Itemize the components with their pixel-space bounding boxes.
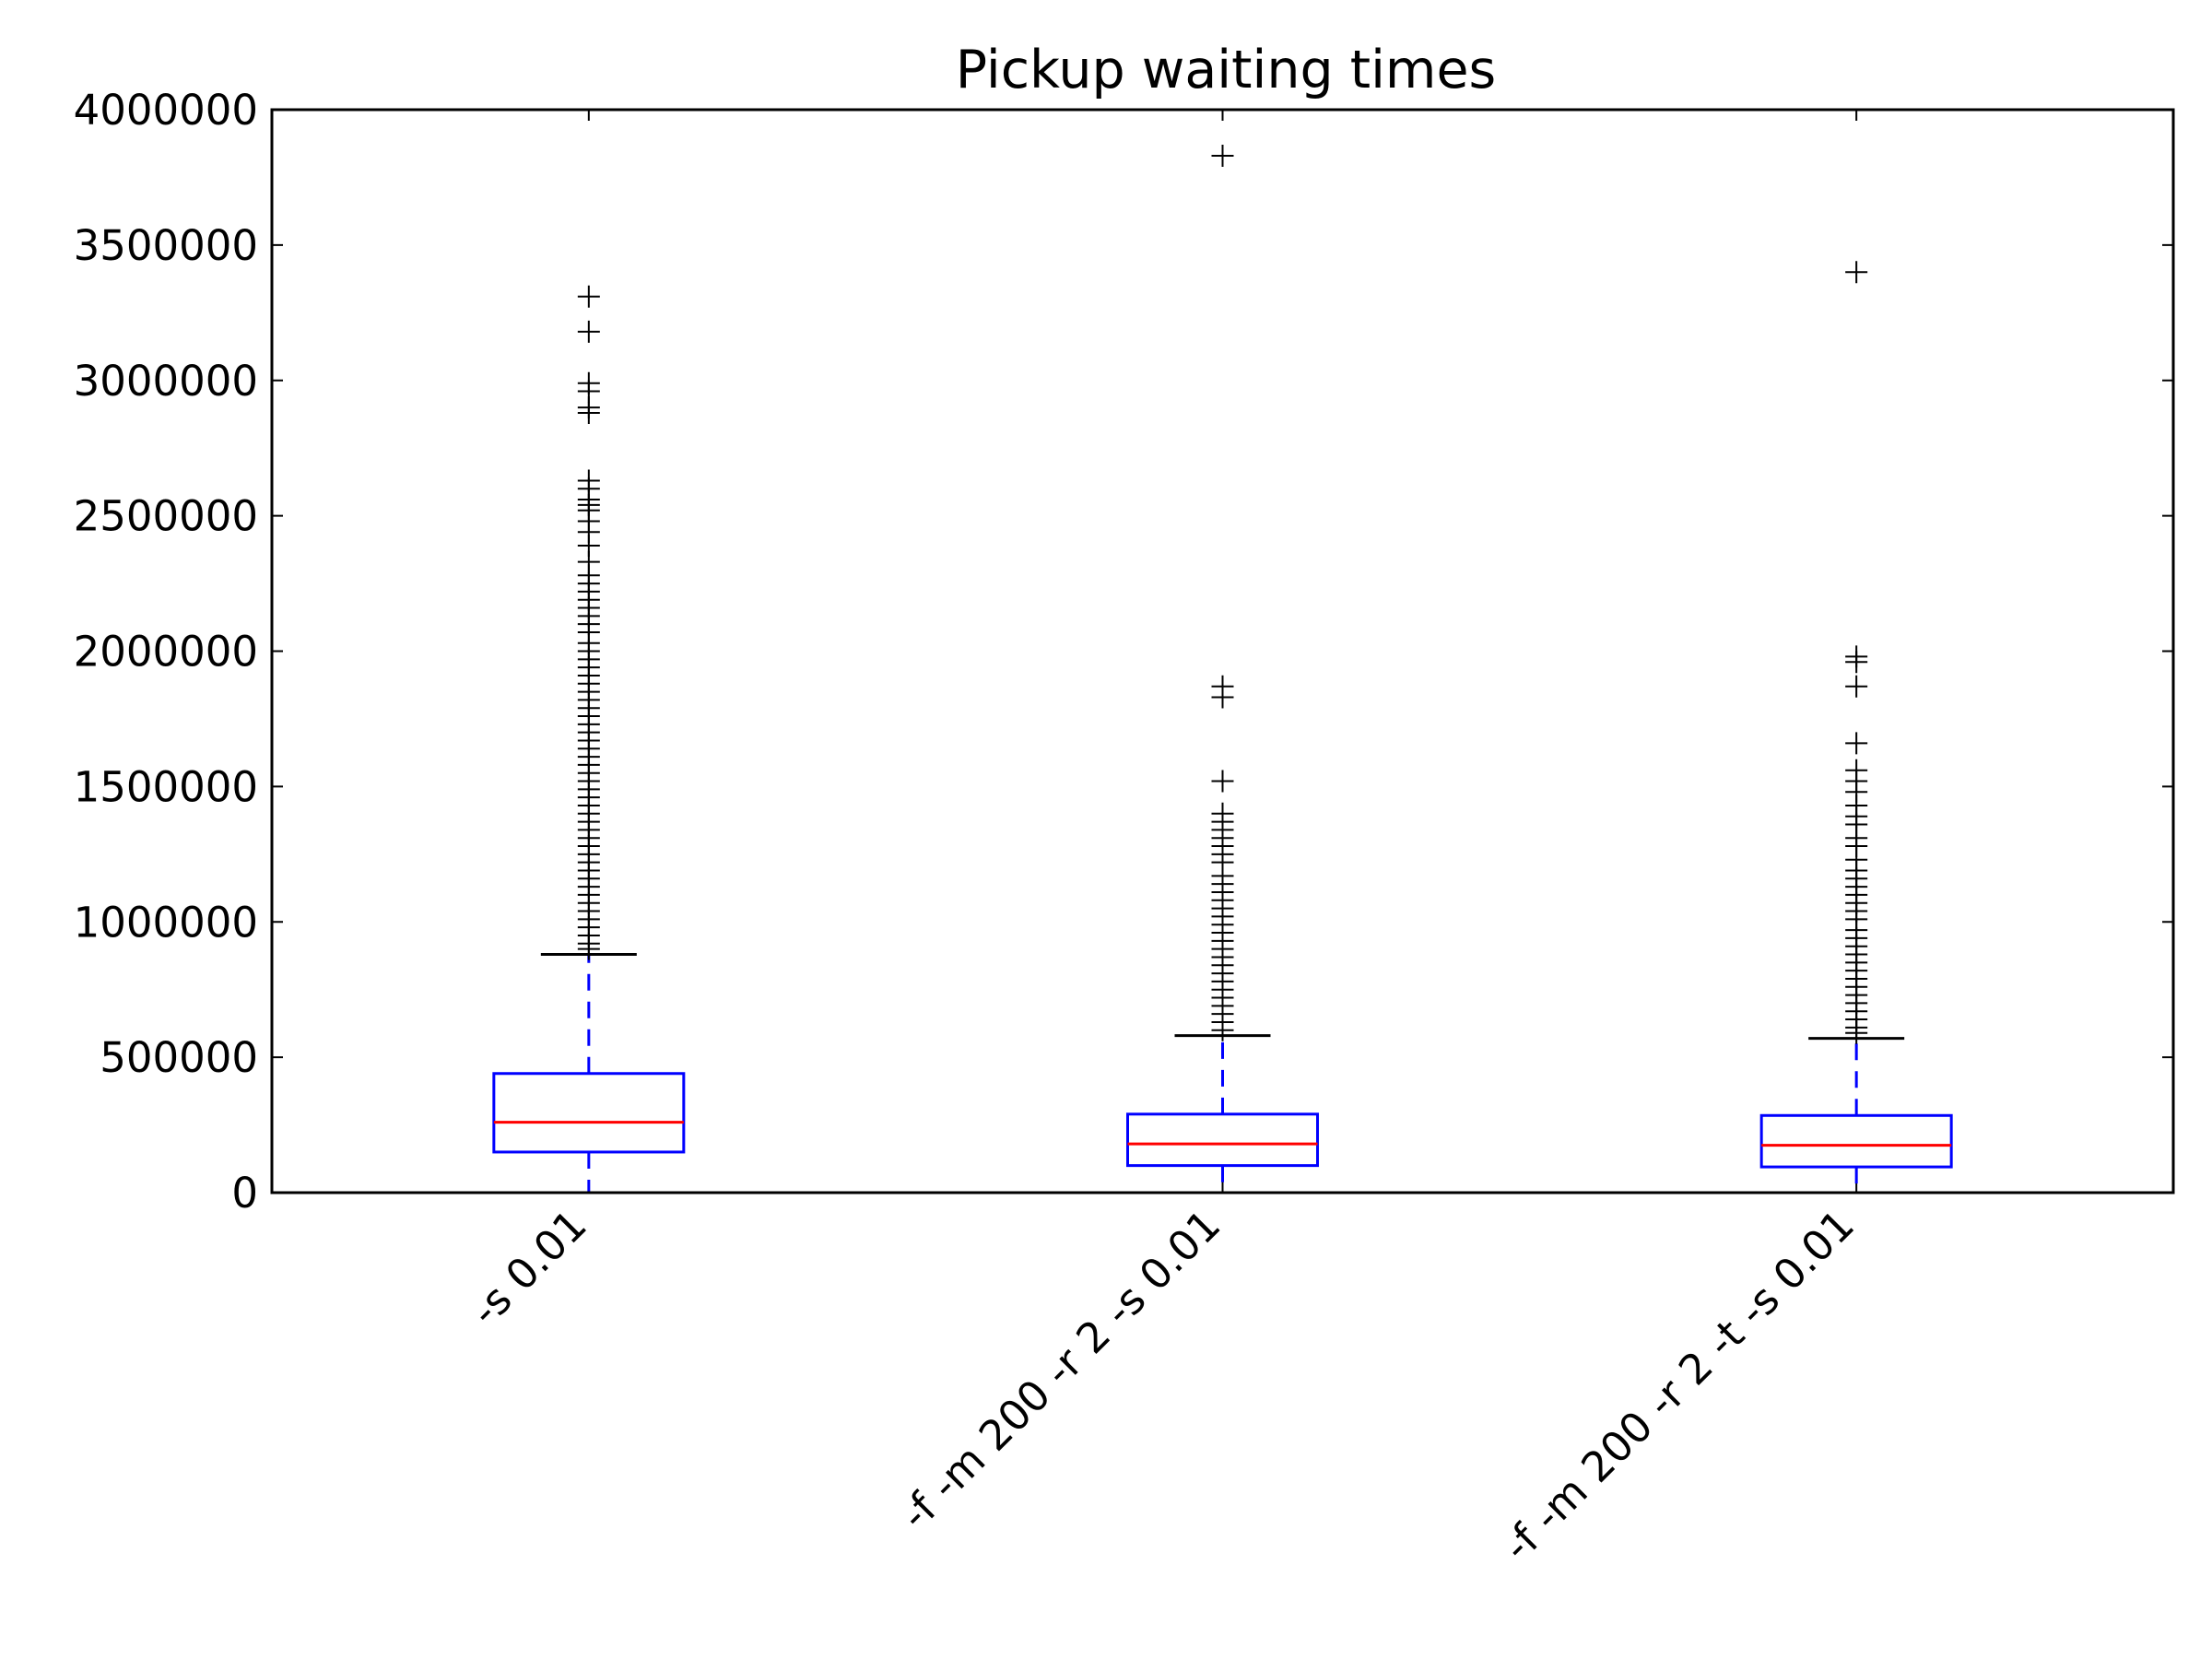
outlier-marker <box>1845 651 1868 674</box>
outlier-marker <box>1845 732 1868 755</box>
y-tick-label: 0 <box>231 1169 258 1218</box>
outlier-marker <box>1211 144 1234 167</box>
y-tick-label: 1000000 <box>74 898 258 947</box>
box <box>1126 1112 1319 1168</box>
outlier-marker <box>577 285 600 308</box>
y-tick-label: 2500000 <box>74 492 258 541</box>
y-tick-label: 1500000 <box>74 762 258 811</box>
outlier-marker <box>1845 675 1868 698</box>
outlier-marker <box>1845 261 1868 284</box>
y-tick-label: 3500000 <box>74 221 258 270</box>
box <box>492 1072 686 1154</box>
y-tick-label: 500000 <box>100 1033 258 1082</box>
box <box>1759 1113 1953 1169</box>
outlier-marker <box>577 937 600 960</box>
y-tick-label: 3000000 <box>74 357 258 406</box>
outlier-marker <box>1211 770 1234 793</box>
chart-title: Pickup waiting times <box>956 40 1496 100</box>
axes-frame <box>270 108 2175 1194</box>
outlier-marker <box>1211 686 1234 709</box>
y-tick-label: 2000000 <box>74 628 258 677</box>
outlier-marker <box>1845 1021 1868 1044</box>
outlier-marker <box>1211 1018 1234 1041</box>
outlier-marker <box>577 320 600 343</box>
outlier-marker <box>577 402 600 424</box>
y-tick-label: 4000000 <box>74 86 258 135</box>
